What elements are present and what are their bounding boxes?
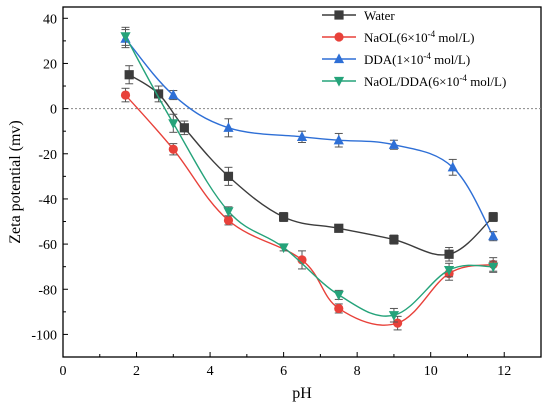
- data-point: [168, 119, 179, 129]
- legend-entry-3: DDA(1×10-4 mol/L): [322, 51, 470, 67]
- legend-marker: [333, 76, 345, 87]
- legend-marker: [334, 32, 344, 42]
- series-2: [120, 87, 498, 331]
- legend-marker: [333, 53, 345, 64]
- data-point: [388, 311, 400, 321]
- data-point: [488, 230, 499, 241]
- data-point: [333, 134, 344, 145]
- series-layer: [120, 26, 499, 331]
- legend-entry-2: NaOL(6×10-4 mol/L): [322, 29, 475, 45]
- x-tick-label: 8: [354, 364, 361, 379]
- x-tick-label: 2: [133, 364, 140, 379]
- legend-label: NaOL/DDA(6×10-4 mol/L): [364, 73, 506, 89]
- data-point: [168, 144, 178, 154]
- x-tick-label: 4: [207, 364, 214, 379]
- data-point: [296, 131, 308, 141]
- series-3: [120, 29, 499, 242]
- data-point: [120, 32, 131, 42]
- y-tick-label: -80: [38, 283, 57, 298]
- data-point: [120, 90, 131, 100]
- series-4: [120, 26, 499, 323]
- y-tick-label: 40: [43, 12, 57, 27]
- data-point: [223, 122, 234, 132]
- series-1: [124, 65, 498, 262]
- y-tick-label: -100: [31, 328, 57, 343]
- y-tick-label: 0: [50, 103, 57, 118]
- y-tick-label: 20: [43, 57, 57, 72]
- data-point: [223, 215, 234, 225]
- data-point: [488, 212, 498, 222]
- axis-ticks: 0 2 4 6 8 10 12 -100 -80 -60 -40 -20 0 20 40: [31, 12, 511, 379]
- legend-label: NaOL(6×10-4 mol/L): [364, 29, 475, 45]
- data-point: [124, 70, 134, 80]
- data-point: [443, 265, 455, 276]
- x-tick-label: 10: [424, 364, 438, 379]
- data-point: [154, 89, 164, 99]
- data-point: [179, 123, 189, 133]
- y-tick-label: -60: [38, 238, 57, 253]
- y-axis-title: Zeta potential (mv): [7, 120, 24, 244]
- data-point: [278, 243, 289, 254]
- legend-marker: [334, 10, 344, 20]
- x-tick-label: 12: [497, 364, 511, 379]
- data-point: [223, 171, 234, 181]
- data-point: [447, 161, 458, 172]
- y-tick-label: -20: [38, 148, 57, 163]
- x-tick-label: 6: [280, 364, 287, 379]
- data-point: [223, 207, 234, 217]
- data-point: [488, 262, 499, 273]
- x-axis-title: pH: [292, 385, 312, 402]
- chart-legend: Water NaOL(6×10-4 mol/L) DDA(1×10-4 mol/L)…: [322, 8, 506, 89]
- data-point: [334, 303, 344, 314]
- data-point: [168, 89, 179, 100]
- x-tick-label: 0: [60, 364, 67, 379]
- data-point: [388, 139, 400, 149]
- data-point: [333, 290, 344, 301]
- series-line: [128, 74, 494, 256]
- legend-label: Water: [364, 8, 395, 23]
- y-tick-label: -40: [38, 193, 57, 208]
- plot-frame: [62, 6, 542, 358]
- legend-entry-1: Water: [322, 8, 395, 23]
- legend-entry-4: NaOL/DDA(6×10-4 mol/L): [322, 73, 506, 89]
- data-point: [444, 249, 454, 259]
- data-point: [279, 212, 289, 222]
- legend-label: DDA(1×10-4 mol/L): [364, 51, 470, 67]
- data-point: [334, 223, 344, 233]
- data-point: [393, 318, 403, 328]
- data-point: [389, 234, 399, 245]
